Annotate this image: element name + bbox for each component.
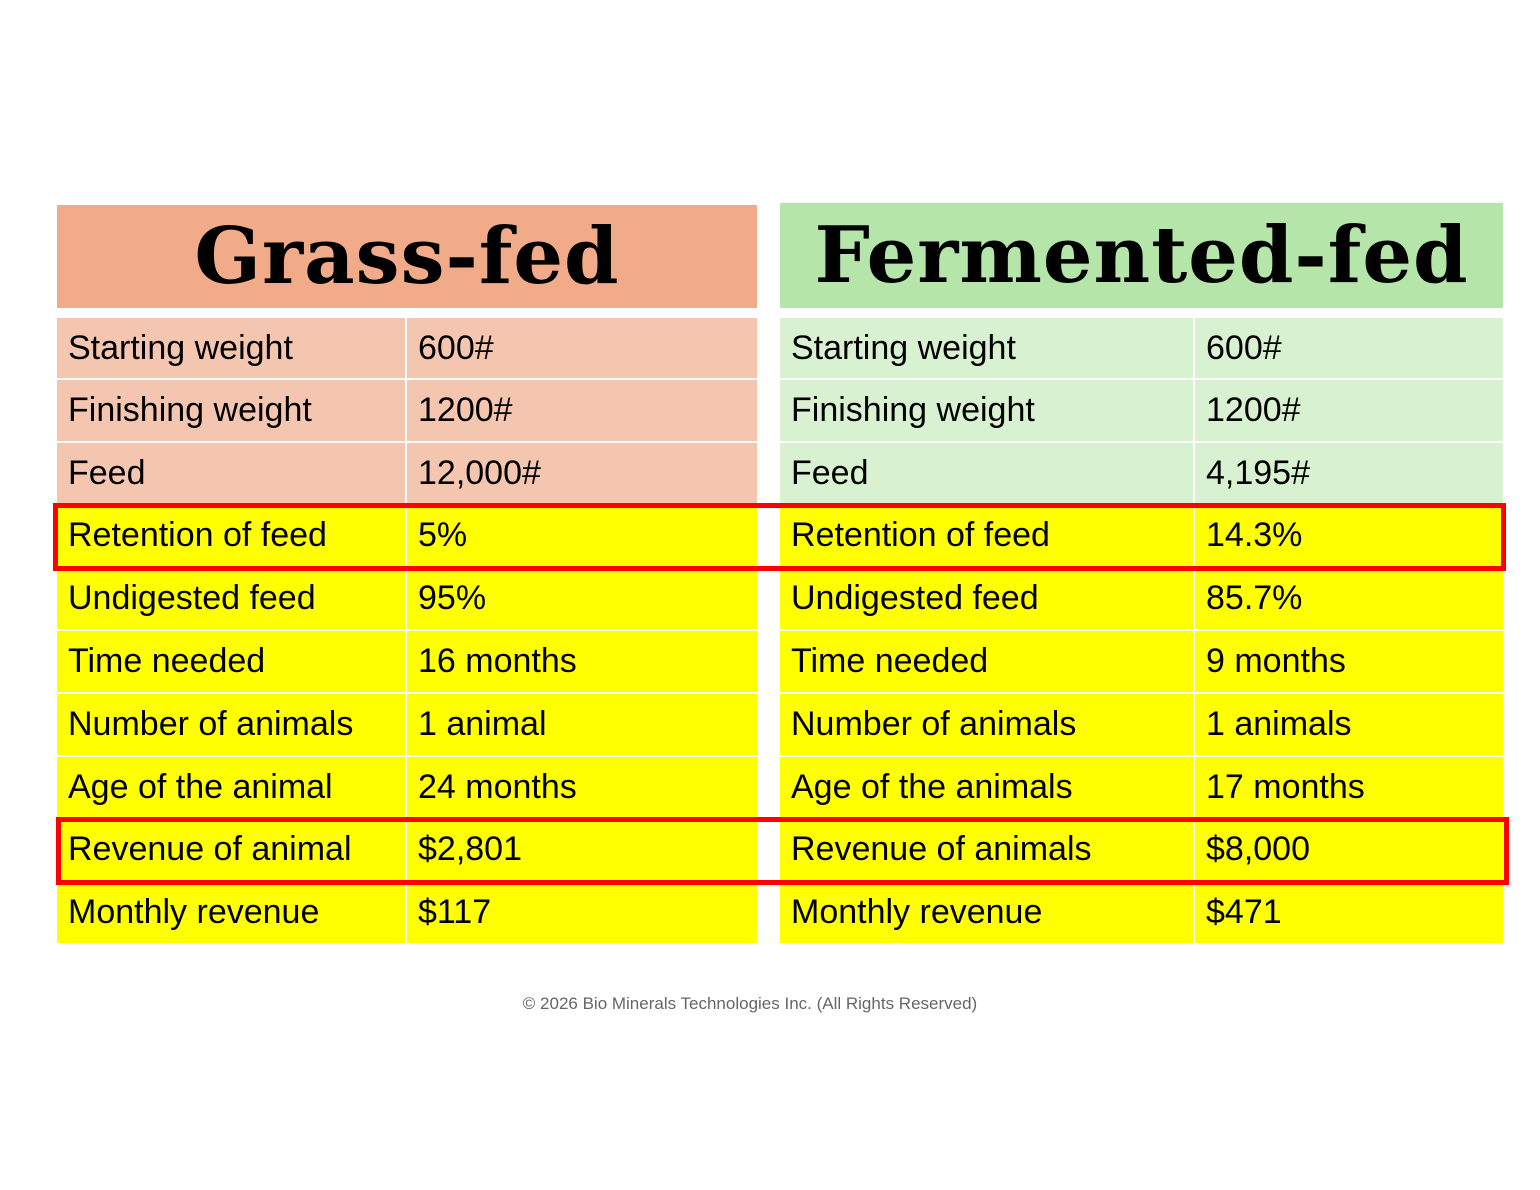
row-value: 4,195# bbox=[1195, 442, 1503, 504]
grass-fed-title: Grass-fed bbox=[57, 205, 757, 308]
row-label: Starting weight bbox=[57, 318, 407, 378]
row-label: Retention of feed bbox=[780, 505, 1195, 567]
row-label: Finishing weight bbox=[57, 380, 407, 441]
row-value: $471 bbox=[1195, 882, 1503, 944]
row-label: Feed bbox=[57, 442, 407, 504]
table-row: Finishing weight 1200# bbox=[57, 380, 757, 443]
row-value: 5% bbox=[407, 505, 757, 567]
row-label: Time needed bbox=[57, 631, 407, 692]
row-label: Monthly revenue bbox=[780, 882, 1195, 944]
grass-fed-table: Starting weight 600# Finishing weight 12… bbox=[57, 318, 757, 946]
table-row: Starting weight 600# bbox=[57, 318, 757, 380]
fermented-fed-panel: Fermented-fed Starting weight 600# Finis… bbox=[780, 203, 1503, 946]
row-label: Undigested feed bbox=[780, 568, 1195, 630]
row-label: Starting weight bbox=[780, 318, 1195, 378]
row-label: Number of animals bbox=[57, 693, 407, 755]
table-row: Finishing weight 1200# bbox=[780, 380, 1503, 443]
table-row: Monthly revenue $117 bbox=[57, 882, 757, 946]
table-row: Age of the animal 24 months bbox=[57, 756, 757, 820]
table-row: Starting weight 600# bbox=[780, 318, 1503, 380]
table-row: Age of the animals 17 months bbox=[780, 756, 1503, 820]
row-value: 17 months bbox=[1195, 756, 1503, 818]
row-value: $2,801 bbox=[407, 819, 757, 881]
row-value: 600# bbox=[1195, 318, 1503, 378]
row-value: 600# bbox=[407, 318, 757, 378]
table-row: Undigested feed 85.7% bbox=[780, 568, 1503, 632]
table-row: Feed 4,195# bbox=[780, 442, 1503, 506]
row-value: 1200# bbox=[407, 380, 757, 441]
row-label: Revenue of animals bbox=[780, 819, 1195, 881]
table-row: Time needed 16 months bbox=[57, 631, 757, 694]
row-value: 1 animal bbox=[407, 693, 757, 755]
copyright-footer: © 2026 Bio Minerals Technologies Inc. (A… bbox=[522, 994, 978, 1013]
table-row: Number of animals 1 animals bbox=[780, 693, 1503, 757]
fermented-fed-table: Starting weight 600# Finishing weight 12… bbox=[780, 318, 1503, 946]
table-row: Number of animals 1 animal bbox=[57, 693, 757, 757]
row-value: 85.7% bbox=[1195, 568, 1503, 630]
table-row: Feed 12,000# bbox=[57, 442, 757, 506]
table-row: Undigested feed 95% bbox=[57, 568, 757, 632]
row-value: 16 months bbox=[407, 631, 757, 692]
row-value: 12,000# bbox=[407, 442, 757, 504]
row-label: Monthly revenue bbox=[57, 882, 407, 944]
row-value: $117 bbox=[407, 882, 757, 944]
table-row: Monthly revenue $471 bbox=[780, 882, 1503, 946]
row-label: Age of the animal bbox=[57, 756, 407, 818]
row-value: 24 months bbox=[407, 756, 757, 818]
row-value: 14.3% bbox=[1195, 505, 1503, 567]
row-value: 9 months bbox=[1195, 631, 1503, 692]
row-value: 95% bbox=[407, 568, 757, 630]
row-label: Feed bbox=[780, 442, 1195, 504]
table-row: Revenue of animal $2,801 bbox=[57, 819, 757, 883]
row-label: Number of animals bbox=[780, 693, 1195, 755]
table-row: Time needed 9 months bbox=[780, 631, 1503, 694]
grass-fed-panel: Grass-fed Starting weight 600# Finishing… bbox=[57, 203, 757, 946]
row-value: $8,000 bbox=[1195, 819, 1503, 881]
row-label: Age of the animals bbox=[780, 756, 1195, 818]
row-label: Undigested feed bbox=[57, 568, 407, 630]
table-row: Retention of feed 14.3% bbox=[780, 505, 1503, 569]
table-row: Revenue of animals $8,000 bbox=[780, 819, 1503, 883]
row-value: 1200# bbox=[1195, 380, 1503, 441]
row-value: 1 animals bbox=[1195, 693, 1503, 755]
row-label: Retention of feed bbox=[57, 505, 407, 567]
fermented-fed-title: Fermented-fed bbox=[780, 203, 1503, 308]
table-row: Retention of feed 5% bbox=[57, 505, 757, 569]
row-label: Time needed bbox=[780, 631, 1195, 692]
row-label: Revenue of animal bbox=[57, 819, 407, 881]
row-label: Finishing weight bbox=[780, 380, 1195, 441]
